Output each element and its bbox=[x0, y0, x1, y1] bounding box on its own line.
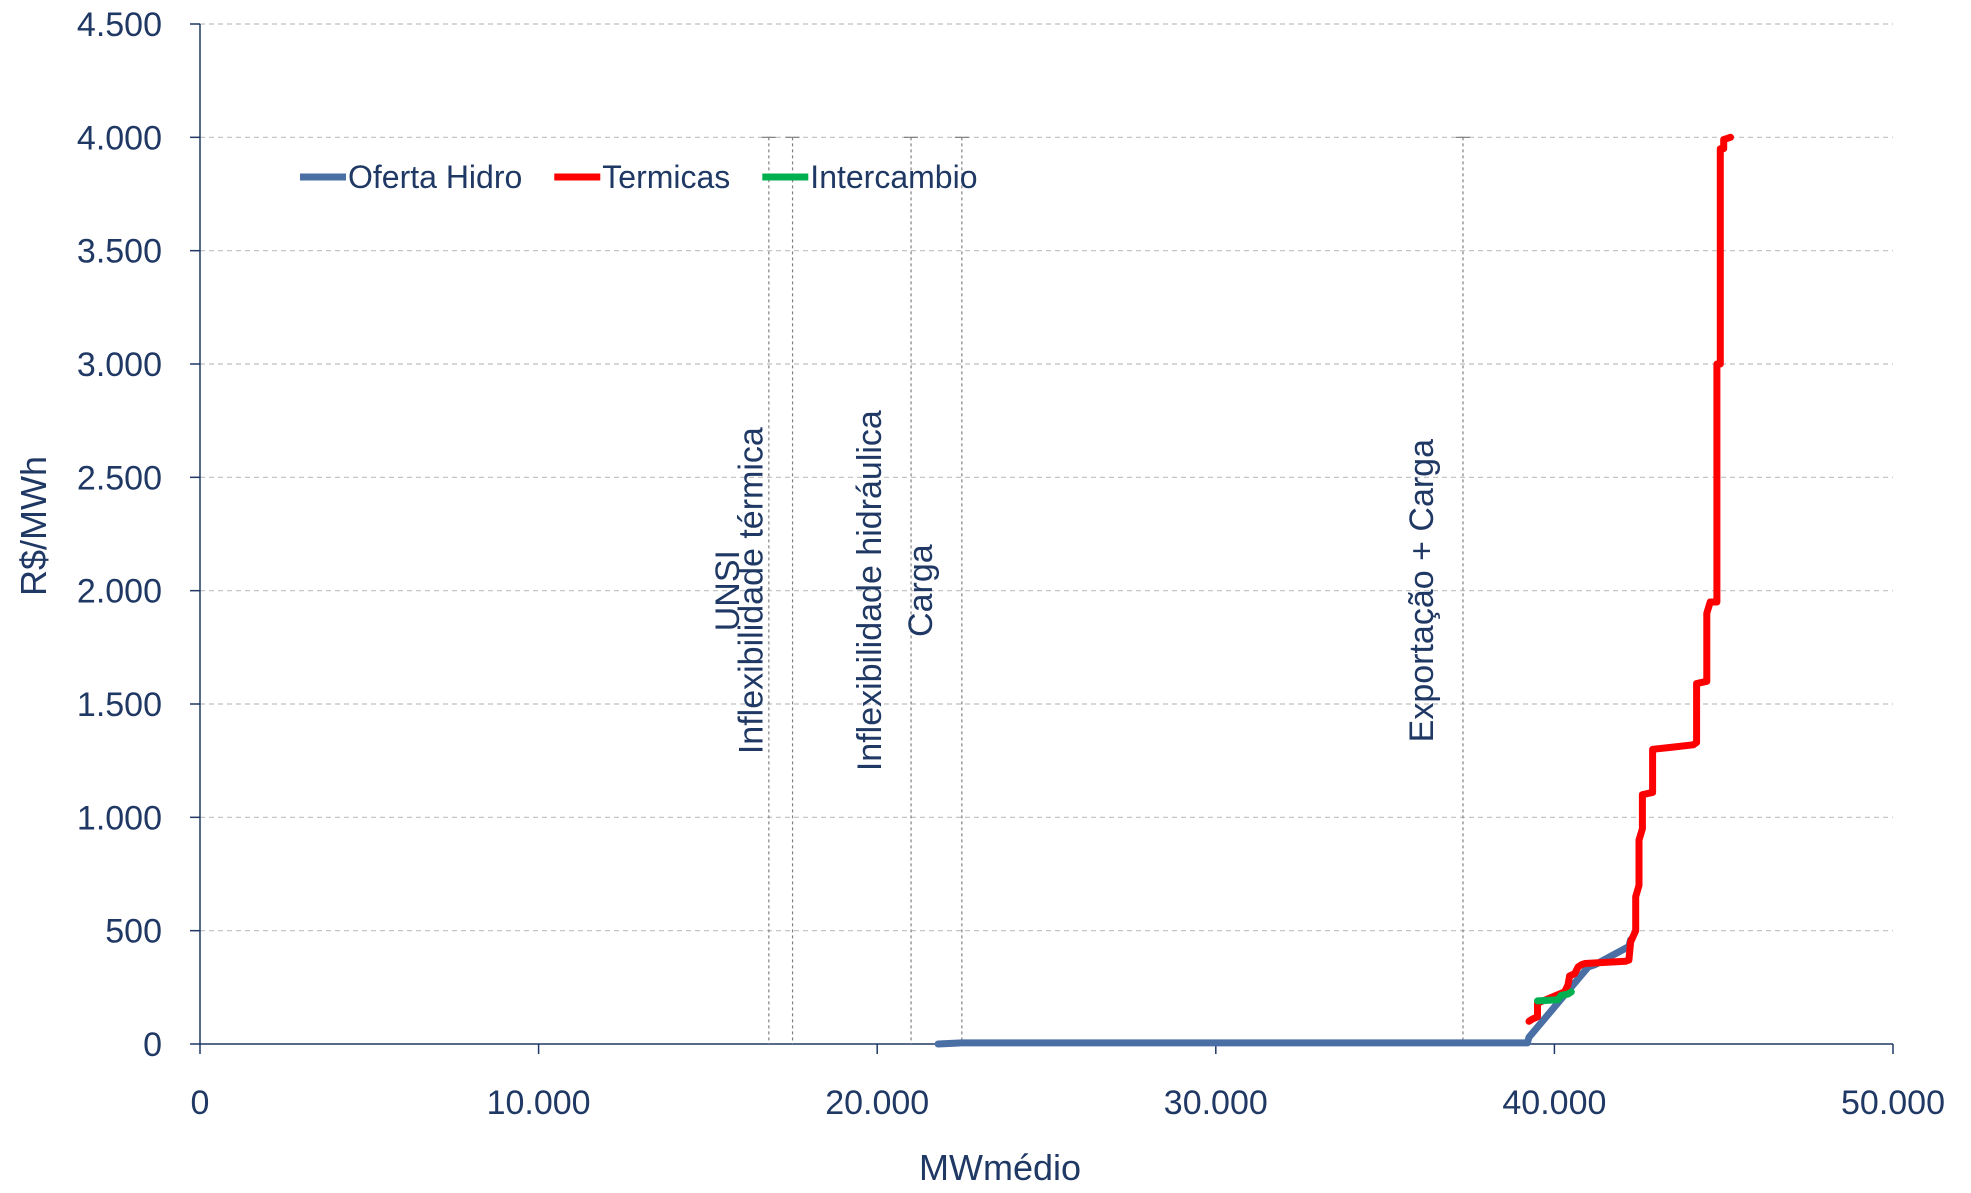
x-tick-label: 20.000 bbox=[825, 1084, 929, 1122]
annotation-label: Carga bbox=[902, 544, 940, 637]
y-tick-label: 0 bbox=[143, 1026, 162, 1064]
y-tick-label: 2.000 bbox=[77, 573, 162, 611]
y-tick-label: 500 bbox=[105, 913, 162, 951]
axes: 0 500 1.000 1.500 2.000 2.500 3.000 3.500 4.000 4… bbox=[77, 6, 1945, 1122]
x-tick-label: 50.000 bbox=[1841, 1084, 1945, 1122]
annotation-label: UNSI bbox=[709, 550, 747, 631]
y-axis-label: R$/MWh bbox=[13, 456, 54, 596]
x-tick-label: 30.000 bbox=[1164, 1084, 1268, 1122]
legend-label: Termicas bbox=[602, 159, 730, 195]
legend-label: Oferta Hidro bbox=[348, 159, 522, 195]
series-line bbox=[1534, 988, 1575, 1005]
y-tick-label: 3.000 bbox=[77, 346, 162, 384]
series-group bbox=[934, 133, 1734, 1048]
annotation-label: Exportação + Carga bbox=[1403, 439, 1441, 742]
y-tick-label: 1.500 bbox=[77, 686, 162, 724]
y-tick-label: 4.500 bbox=[77, 6, 162, 44]
annotation-label: Inflexibilidade térmica bbox=[733, 427, 771, 754]
x-axis-label: MWmédio bbox=[919, 1147, 1081, 1188]
series-line bbox=[934, 936, 1635, 1048]
y-tick-label: 3.500 bbox=[77, 233, 162, 271]
y-tick-label: 4.000 bbox=[77, 119, 162, 157]
y-tick-label: 2.500 bbox=[77, 459, 162, 497]
x-tick-label: 10.000 bbox=[487, 1084, 591, 1122]
series-line bbox=[1525, 133, 1734, 1025]
legend: Oferta Hidro Termicas Intercambio bbox=[300, 159, 977, 195]
gridlines bbox=[200, 23, 1893, 932]
x-tick-label: 40.000 bbox=[1502, 1084, 1606, 1122]
y-tick-label: 1.000 bbox=[77, 799, 162, 837]
x-tick-label: 0 bbox=[191, 1084, 210, 1122]
legend-label: Intercambio bbox=[810, 159, 977, 195]
annotation-label: Inflexibilidade hidráulica bbox=[851, 410, 889, 771]
